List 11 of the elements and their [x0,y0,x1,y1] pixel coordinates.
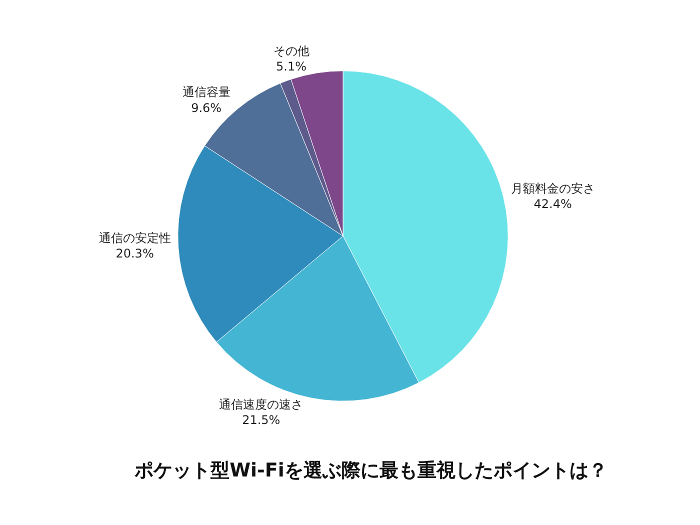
data-label: 42.4% [534,196,572,211]
slice-label: 通信速度の速さ [219,397,304,412]
slice-label: その他 [273,44,310,58]
data-label: 21.5% [242,412,280,427]
data-label: 20.3% [116,246,154,261]
slice-label: 通信の安定性 [98,231,171,246]
slice-label: 通信容量 [182,85,230,100]
slice-label: 月額料金の安さ [510,181,595,196]
data-label: 5.1% [276,59,307,74]
text: ポケット型Wi-Fiを選ぶ際に最も重視したポイントは？ [134,460,608,482]
data-label: 9.6% [191,100,222,115]
